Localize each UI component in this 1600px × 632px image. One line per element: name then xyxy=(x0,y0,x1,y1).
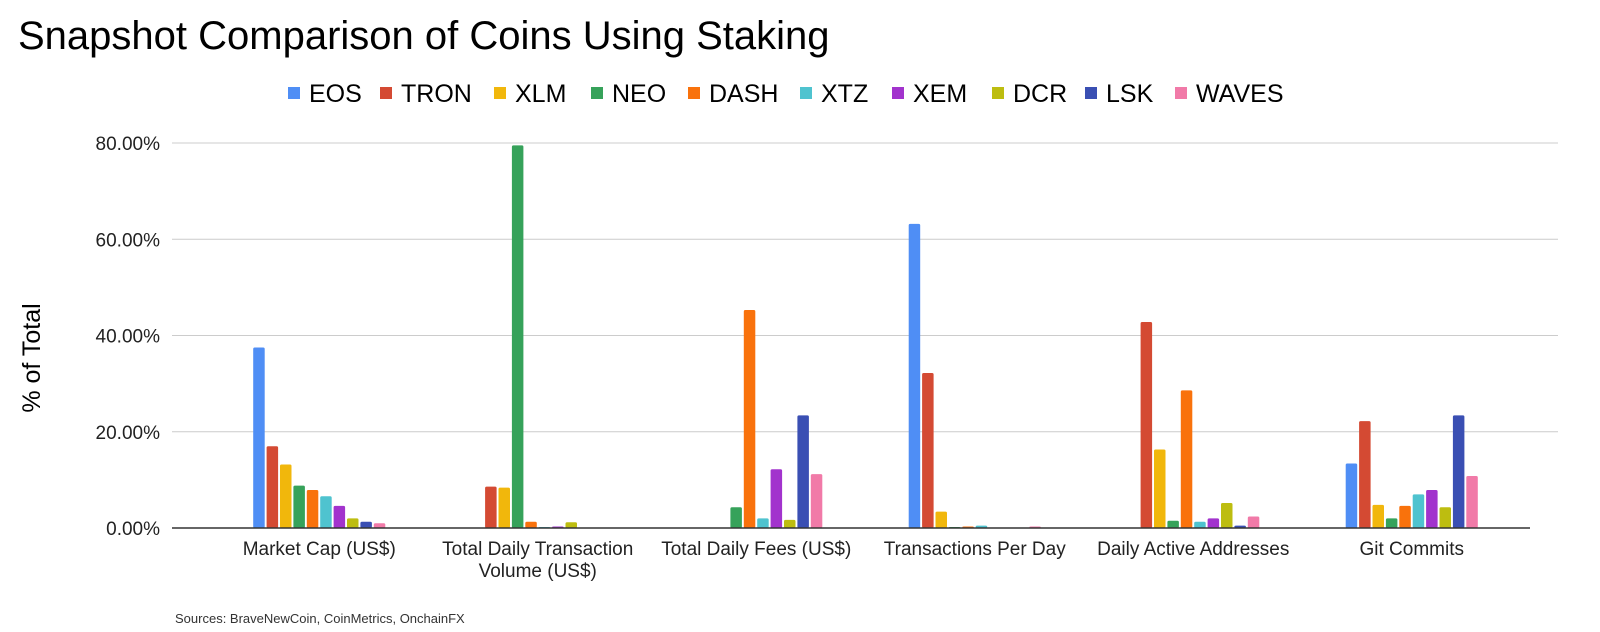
y-tick-label: 20.00% xyxy=(96,423,161,444)
legend-swatch-dash xyxy=(688,87,700,99)
legend-swatch-xem xyxy=(892,87,904,99)
source-note: Sources: BraveNewCoin, CoinMetrics, Onch… xyxy=(175,611,465,626)
bar-eos-5 xyxy=(1345,463,1358,528)
x-category-label: Transactions Per Day xyxy=(884,539,1066,560)
bar-xlm-0 xyxy=(280,464,292,528)
x-axis-categories: Market Cap (US$) Total Daily Transaction V… xyxy=(243,539,1464,582)
bar-dash-1 xyxy=(525,521,537,528)
bar-eos-0 xyxy=(253,347,265,528)
legend-label-xem: XEM xyxy=(913,80,967,108)
bar-neo-4 xyxy=(1167,520,1179,528)
legend-swatch-tron xyxy=(380,87,392,99)
bar-neo-2 xyxy=(730,507,742,528)
gridlines xyxy=(172,142,1558,433)
bar-xlm-5 xyxy=(1372,504,1384,528)
y-axis-title: % of Total xyxy=(18,303,46,412)
x-category-label: Git Commits xyxy=(1360,539,1465,560)
bar-tron-0 xyxy=(266,446,279,528)
bar-waves-0 xyxy=(373,523,386,528)
y-tick-label: 40.00% xyxy=(96,327,161,348)
bar-xlm-4 xyxy=(1154,449,1166,528)
bar-neo-0 xyxy=(293,485,305,528)
bar-xtz-4 xyxy=(1194,521,1206,528)
bar-waves-4 xyxy=(1247,516,1260,528)
bar-waves-2 xyxy=(810,474,823,528)
bar-xlm-3 xyxy=(935,511,947,528)
bar-xem-0 xyxy=(333,505,346,528)
bar-waves-5 xyxy=(1466,476,1478,528)
legend-swatch-eos xyxy=(288,87,300,99)
legend: EOS TRON XLM NEO DASH XTZ XEM DCR LSK WAVES xyxy=(288,80,1284,108)
legend-swatch-waves xyxy=(1175,87,1187,99)
bar-dcr-0 xyxy=(347,518,359,528)
bar-dcr-4 xyxy=(1221,502,1233,528)
y-tick-label: 60.00% xyxy=(96,230,161,251)
x-category-label: Daily Active Addresses xyxy=(1097,539,1289,560)
bar-tron-4 xyxy=(1140,322,1153,528)
bar-lsk-5 xyxy=(1452,415,1465,528)
bar-xtz-5 xyxy=(1412,494,1425,528)
bar-eos-3 xyxy=(908,223,921,528)
chart-title: Snapshot Comparison of Coins Using Staki… xyxy=(18,14,830,58)
legend-swatch-xlm xyxy=(494,87,506,99)
legend-label-neo: NEO xyxy=(612,80,666,108)
bar-tron-5 xyxy=(1359,421,1371,528)
y-tick-label: 0.00% xyxy=(106,519,160,540)
bar-xem-5 xyxy=(1426,489,1438,528)
legend-label-xlm: XLM xyxy=(515,80,566,108)
legend-swatch-neo xyxy=(591,87,603,99)
x-category-label: Market Cap (US$) xyxy=(243,539,396,560)
bar-dcr-5 xyxy=(1439,507,1451,528)
bar-xtz-2 xyxy=(757,518,769,528)
legend-label-waves: WAVES xyxy=(1196,80,1284,108)
bar-xtz-0 xyxy=(320,496,332,528)
x-category-label: Total Daily Fees (US$) xyxy=(661,539,851,560)
bar-neo-5 xyxy=(1385,518,1398,528)
bar-dash-4 xyxy=(1180,390,1193,528)
y-axis-ticks: 0.00% 20.00% 40.00% 60.00% 80.00% xyxy=(96,134,161,540)
legend-label-dash: DASH xyxy=(709,80,778,108)
legend-label-tron: TRON xyxy=(401,80,472,108)
bar-xem-2 xyxy=(770,469,783,528)
bar-dcr-1 xyxy=(565,522,577,528)
x-category-label: Total Daily Transaction Volume (US$) xyxy=(442,539,633,582)
bar-xem-4 xyxy=(1207,518,1220,528)
bar-neo-1 xyxy=(511,145,524,528)
legend-swatch-xtz xyxy=(800,87,812,99)
legend-swatch-lsk xyxy=(1085,87,1097,99)
legend-label-lsk: LSK xyxy=(1106,80,1154,108)
bar-xlm-1 xyxy=(498,487,510,528)
bar-lsk-2 xyxy=(797,415,809,528)
legend-label-xtz: XTZ xyxy=(821,80,868,108)
legend-label-eos: EOS xyxy=(309,80,362,108)
legend-swatch-dcr xyxy=(992,87,1004,99)
y-tick-label: 80.00% xyxy=(96,134,161,155)
bars xyxy=(253,145,1478,528)
bar-tron-3 xyxy=(922,373,934,528)
bar-dash-5 xyxy=(1399,505,1411,528)
bar-dash-0 xyxy=(306,489,319,528)
bar-dash-2 xyxy=(743,309,756,528)
bar-dcr-2 xyxy=(784,519,796,528)
legend-label-dcr: DCR xyxy=(1013,80,1067,108)
bar-lsk-0 xyxy=(360,521,372,528)
bar-tron-1 xyxy=(485,486,497,528)
